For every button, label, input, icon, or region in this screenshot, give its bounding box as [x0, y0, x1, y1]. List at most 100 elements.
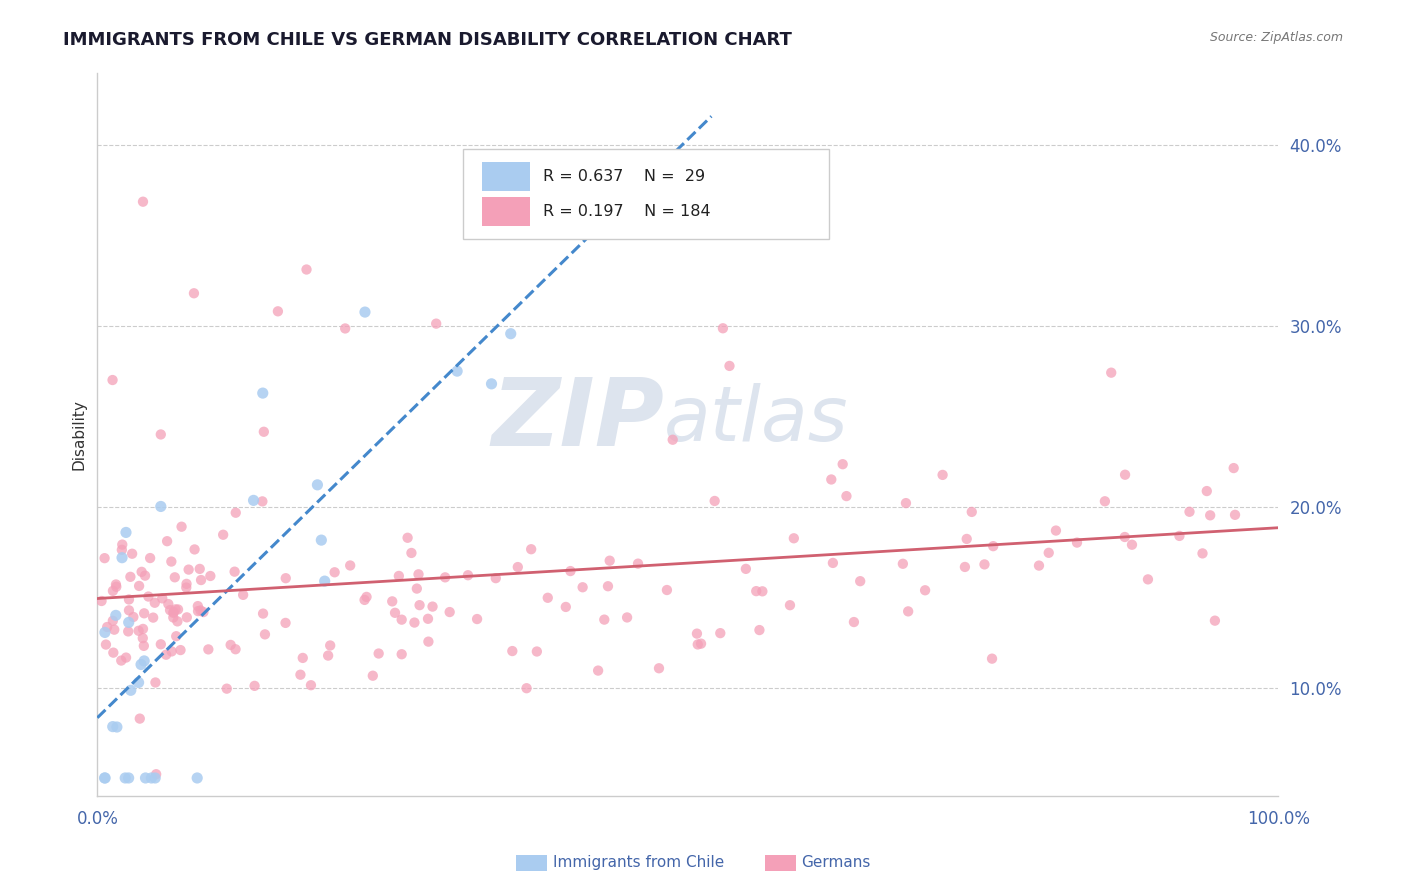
Point [1222, 461, 1244, 475]
Point [956, 532, 979, 546]
Point [150, 591, 173, 606]
Point [1094, 494, 1116, 508]
Point [339, 558, 361, 573]
Point [439, 605, 461, 619]
Point [353, 593, 375, 607]
Point [190, 603, 212, 617]
Point [169, 643, 191, 657]
Point [165, 629, 187, 643]
Point [252, 494, 274, 508]
Text: Immigrants from Chile: Immigrants from Chile [553, 855, 724, 870]
Point [745, 584, 768, 599]
Point [225, 506, 247, 520]
Point [115, 525, 138, 540]
Point [134, 607, 156, 621]
Point [690, 637, 713, 651]
Point [103, 646, 125, 660]
Point [242, 493, 264, 508]
Point [384, 606, 406, 620]
Point [200, 569, 222, 583]
FancyBboxPatch shape [482, 196, 530, 226]
Point [122, 610, 145, 624]
Point [894, 496, 917, 510]
Point [101, 614, 124, 628]
Point [101, 583, 124, 598]
Point [388, 569, 411, 583]
Point [779, 598, 801, 612]
Point [120, 683, 142, 698]
Point [111, 542, 134, 557]
Point [501, 644, 523, 658]
Point [842, 615, 865, 629]
Point [170, 519, 193, 533]
Point [101, 720, 124, 734]
Point [554, 599, 576, 614]
Point [186, 771, 208, 785]
Point [1136, 573, 1159, 587]
Point [655, 582, 678, 597]
Point [274, 615, 297, 630]
Point [849, 574, 872, 589]
Point [404, 615, 426, 630]
Point [243, 679, 266, 693]
Point [973, 558, 995, 572]
Point [120, 570, 142, 584]
Point [751, 584, 773, 599]
Point [560, 564, 582, 578]
Text: atlas: atlas [664, 383, 849, 457]
Point [391, 647, 413, 661]
Point [914, 583, 936, 598]
Point [193, 605, 215, 619]
Point [149, 500, 172, 514]
Point [132, 631, 155, 645]
Point [434, 570, 457, 584]
Point [160, 644, 183, 658]
Point [176, 577, 198, 591]
Point [132, 194, 155, 209]
Point [506, 560, 529, 574]
Point [163, 570, 186, 584]
Point [425, 317, 447, 331]
Point [711, 321, 734, 335]
Point [101, 373, 124, 387]
Point [1178, 505, 1201, 519]
Point [465, 612, 488, 626]
Point [616, 610, 638, 624]
Point [709, 626, 731, 640]
Point [253, 627, 276, 641]
Point [190, 573, 212, 587]
Point [319, 639, 342, 653]
Point [225, 642, 247, 657]
Point [1195, 484, 1218, 499]
Point [159, 603, 181, 617]
Point [408, 598, 430, 612]
Point [981, 539, 1004, 553]
Point [131, 565, 153, 579]
Point [117, 624, 139, 639]
Text: Source: ZipAtlas.com: Source: ZipAtlas.com [1209, 31, 1343, 45]
Point [134, 568, 156, 582]
Point [599, 554, 621, 568]
Point [118, 615, 141, 630]
Point [295, 262, 318, 277]
Point [143, 771, 166, 785]
Point [418, 634, 440, 648]
Point [661, 433, 683, 447]
Point [1204, 614, 1226, 628]
Point [183, 286, 205, 301]
Text: Germans: Germans [801, 855, 870, 870]
Point [821, 556, 844, 570]
Point [648, 661, 671, 675]
Point [316, 648, 339, 663]
Point [212, 527, 235, 541]
Point [593, 613, 616, 627]
Point [110, 654, 132, 668]
Point [267, 304, 290, 318]
Point [160, 555, 183, 569]
Point [162, 610, 184, 624]
Point [356, 590, 378, 604]
Point [139, 551, 162, 566]
Point [703, 494, 725, 508]
Point [734, 562, 756, 576]
Point [174, 581, 197, 595]
